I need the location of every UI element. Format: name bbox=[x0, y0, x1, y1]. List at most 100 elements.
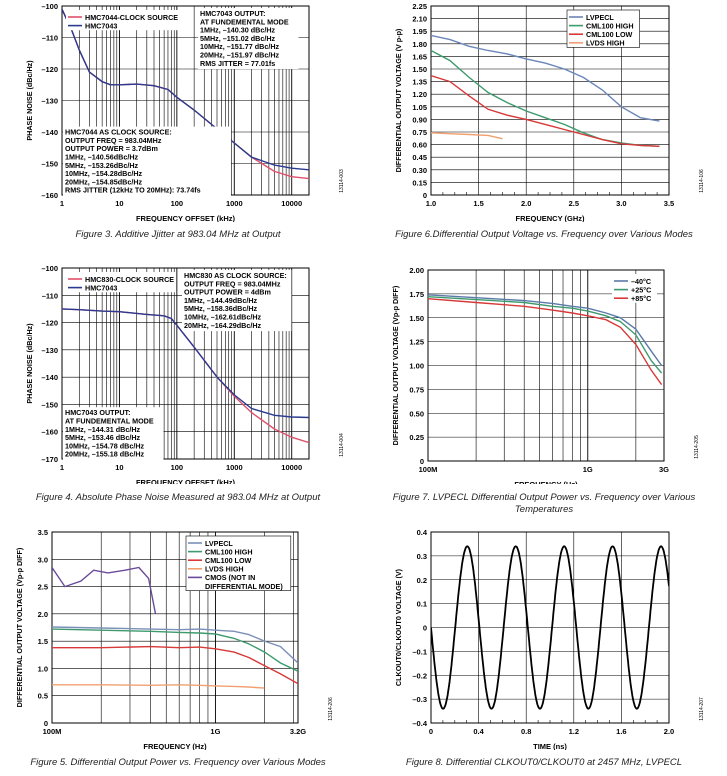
y-tick-label: 0 bbox=[420, 457, 424, 466]
figure-6: 0 0.15 0.30 0.45 0.60 0.75 0.90 1.05 1.20 1.35 1.5… bbox=[374, 0, 714, 223]
gridlines bbox=[430, 531, 670, 724]
x-tick-label: 1 bbox=[60, 463, 64, 472]
y-tick-label: 1.65 bbox=[412, 52, 427, 61]
y-tick-label: –160 bbox=[41, 191, 58, 200]
annotation-line: 1MHz, –144.49dBc/Hz bbox=[184, 296, 258, 305]
caption-fig6: Figure 6.Differential Output Voltage vs.… bbox=[395, 229, 693, 240]
y-axis-label: DIFFERENTIAL OUTPUT VOLTAGE (Vp-p DIFF) bbox=[391, 285, 400, 445]
y-tick-label: 1.50 bbox=[412, 65, 427, 74]
x-tick-label: 0.8 bbox=[521, 727, 531, 736]
annotation-line: HMC830 AS CLOCK SOURCE: bbox=[184, 271, 287, 280]
series-line-lvpecl bbox=[52, 626, 298, 664]
annotation-line: 20MHz, –155.18 dBc/Hz bbox=[65, 450, 145, 459]
y-tick-label: –120 bbox=[41, 65, 58, 74]
annotation-line: 20MHz, –154.85dBc/Hz bbox=[65, 177, 143, 186]
y-tick-label: 1.80 bbox=[412, 40, 427, 49]
annotation-line: AT FUNDEMENTAL MODE bbox=[65, 417, 154, 426]
x-axis-label: FREQUENCY (GHz) bbox=[515, 214, 585, 222]
y-tick-label: 2.0 bbox=[38, 610, 48, 619]
annotation-line: OUTPUT FREQ = 983.04MHz bbox=[184, 279, 281, 288]
y-tick-label: 0.15 bbox=[412, 178, 427, 187]
legend-box bbox=[66, 272, 176, 293]
series-line-lvds-high bbox=[431, 132, 503, 140]
legend-box bbox=[185, 535, 292, 591]
annotation-top-right: HMC7043 OUTPUT:AT FUNDEMENTAL MODE1MHz, … bbox=[198, 8, 299, 70]
annotation-top-right: HMC830 AS CLOCK SOURCE:OUTPUT FREQ = 983… bbox=[182, 270, 292, 332]
plot-frame bbox=[427, 269, 665, 462]
series-group bbox=[62, 308, 309, 444]
caption-fig5: Figure 5. Differential Output Power vs. … bbox=[30, 757, 326, 768]
figure-3: –100 –110 –120 –130 –140 –150 –160 1 10 100 1000 10… bbox=[8, 0, 348, 223]
figure-7: 0 0.25 0.50 0.75 1.00 1.25 1.50 1.75 2.00 100M 1G 3… bbox=[374, 262, 714, 489]
y-tick-label: 0.4 bbox=[417, 528, 428, 537]
annotation-line: 10MHz, –154.78 dBc/Hz bbox=[65, 441, 145, 450]
caption-fig3: Figure 3. Additive Jjitter at 983.04 MHz… bbox=[75, 229, 281, 240]
y-tick-label: 2.00 bbox=[409, 266, 424, 275]
y-tick-label: –170 bbox=[41, 455, 58, 464]
y-tick-label: 1.95 bbox=[412, 27, 427, 36]
legend-label: CML100 HIGH bbox=[586, 21, 634, 30]
x-axis-label: FREQUENCY (Hz) bbox=[514, 480, 578, 484]
legend-label: DIFFERENTIAL MODE) bbox=[205, 582, 283, 591]
y-tick-label: 0.75 bbox=[409, 385, 424, 394]
legend-label: +85°C bbox=[631, 294, 651, 303]
x-tick-label: 10000 bbox=[281, 199, 302, 208]
legend: –40°C+25°C+85°C bbox=[612, 274, 657, 303]
x-tick-label: 10 bbox=[115, 199, 123, 208]
y-tick-label: –0.3 bbox=[412, 695, 427, 704]
series-line-cml100-high bbox=[431, 49, 660, 147]
x-tick-label: 10000 bbox=[281, 463, 302, 472]
legend-label: HMC7043 bbox=[85, 283, 117, 292]
annotation-bottom-left: HMC7043 OUTPUT:AT FUNDEMENTAL MODE1MHz, … bbox=[63, 407, 164, 460]
y-tick-label: 0.3 bbox=[417, 552, 427, 561]
y-tick-label: –130 bbox=[41, 346, 58, 355]
x-axis-label: FREQUENCY OFFSET (kHz) bbox=[136, 478, 236, 484]
annotation-line: AT FUNDEMENTAL MODE bbox=[200, 17, 289, 26]
x-tick-label: 1 bbox=[60, 199, 64, 208]
y-tick-label: 0.50 bbox=[409, 409, 424, 418]
x-tick-label: 0 bbox=[429, 727, 433, 736]
legend-label: CML100 LOW bbox=[205, 556, 252, 565]
annotation-line: 1MHz, –144.31 dBc/Hz bbox=[65, 425, 141, 434]
figure-code: 13114-106 bbox=[699, 169, 705, 193]
legend-box bbox=[66, 10, 180, 31]
legend-label: HMC7044-CLOCK SOURCE bbox=[85, 13, 178, 22]
figure-code: 13114-207 bbox=[699, 697, 705, 721]
caption-fig7: Figure 7. LVPECL Differential Output Pow… bbox=[392, 492, 696, 515]
series-line--40-c bbox=[428, 294, 663, 366]
series-line-hmc7043 bbox=[62, 308, 309, 419]
y-tick-label: 0 bbox=[423, 191, 427, 200]
y-tick-label: 0.60 bbox=[412, 141, 427, 150]
y-tick-label: –150 bbox=[41, 160, 58, 169]
series-group bbox=[52, 566, 298, 689]
annotation-line: 10MHz, –162.61dBc/Hz bbox=[184, 313, 262, 322]
annotation-line: HMC7044 AS CLOCK SOURCE: bbox=[65, 128, 172, 137]
y-axis-label: PHASE NOISE (dBc/Hz) bbox=[25, 60, 34, 141]
y-tick-label: 0 bbox=[423, 624, 427, 633]
series-line-waveform bbox=[431, 545, 669, 710]
annotation-line: HMC7043 OUTPUT: bbox=[200, 9, 266, 18]
y-tick-label: 1.5 bbox=[38, 637, 48, 646]
y-tick-label: –0.4 bbox=[412, 719, 427, 728]
y-tick-label: 1.35 bbox=[412, 78, 427, 87]
annotation-line: 5MHz, –153.26dBc/Hz bbox=[65, 161, 139, 170]
legend-label: +25°C bbox=[631, 285, 651, 294]
x-tick-label: 2.5 bbox=[569, 199, 579, 208]
x-tick-label: 3.0 bbox=[616, 199, 626, 208]
x-tick-label: 100M bbox=[43, 727, 62, 736]
annotation-background bbox=[182, 270, 292, 332]
figure-code: 13114-004 bbox=[339, 433, 345, 457]
series-line-lvds-high bbox=[52, 684, 265, 689]
legend-label: LVDS HIGH bbox=[586, 39, 625, 48]
y-tick-label: –130 bbox=[41, 97, 58, 106]
annotation-line: 20MHz, –164.29dBc/Hz bbox=[184, 321, 262, 330]
clkout-waveform-chart-fig8: –0.4 –0.3 –0.2 –0.1 0 0.1 0.2 0.3 0.4 0 0.4 0.8 1.2 1… bbox=[394, 528, 705, 751]
legend-label: LVPECL bbox=[205, 539, 233, 548]
series-group bbox=[431, 34, 660, 147]
series-line--25-c bbox=[428, 296, 663, 374]
annotation-line: 20MHz, –151.97 dBc/Hz bbox=[200, 51, 280, 60]
